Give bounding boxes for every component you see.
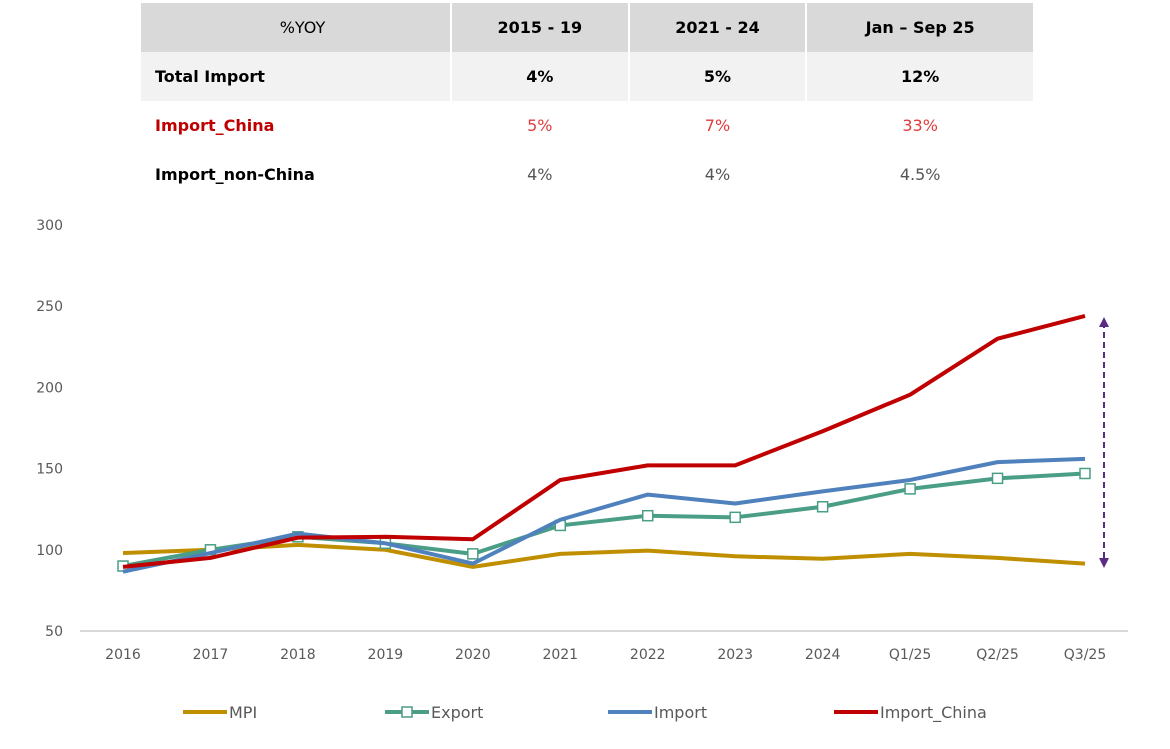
x-tick-label: Q1/25 [889,647,931,663]
x-tick-label: 2021 [542,647,578,663]
x-tick-label: 2016 [105,647,141,663]
x-tick-label: 2023 [717,647,753,663]
y-tick-label: 100 [36,543,63,559]
cell: 5% [451,101,630,150]
x-tick-label: 2017 [193,647,229,663]
series-line-import_china [122,314,1086,569]
y-tick-label: 50 [45,624,63,640]
data-point-marker [816,501,829,513]
series-line-import [122,456,1086,574]
x-tick-label: Q3/25 [1064,647,1106,663]
legend-label: Import [654,703,707,722]
y-tick-label: 300 [36,218,63,234]
cell: 12% [806,52,1035,101]
data-point-marker [1079,467,1091,480]
y-tick-label: 200 [36,380,63,396]
data-point-marker [467,548,479,560]
x-tick-label: 2020 [455,647,491,663]
legend-label: Import_China [880,703,987,723]
legend-marker [401,706,413,718]
cell: 4% [451,52,630,101]
data-point-marker [641,509,654,522]
x-tick-label: 2022 [630,647,666,663]
cell: 4.5% [806,150,1035,199]
data-point-marker [904,483,916,495]
header-cell: 2021 - 24 [628,3,808,52]
cell: 4% [451,150,630,199]
y-tick-label: 250 [36,299,63,315]
table-row: Import_China 5% 7% 33% [141,101,1035,150]
yoy-table: %YOY 2015 - 19 2021 - 24 Jan – Sep 25 To… [141,3,1035,199]
row-label: Import_China [141,101,452,150]
table-row: Total Import 4% 5% 12% [141,52,1035,101]
cell: 4% [628,150,808,199]
legend-label: MPI [229,703,257,722]
x-tick-label: 2024 [805,647,841,663]
header-cell: %YOY [141,3,452,52]
row-label: Import_non-China [141,150,452,199]
cell: 33% [806,101,1035,150]
x-tick-label: 2019 [368,647,404,663]
data-point-marker [991,472,1004,485]
header-cell: 2015 - 19 [451,3,630,52]
series-line-mpi [122,542,1086,569]
table-header-row: %YOY 2015 - 19 2021 - 24 Jan – Sep 25 [141,3,1035,52]
legend-label: Export [431,703,483,722]
row-label: Total Import [141,52,452,101]
data-point-marker [729,511,741,524]
y-tick-label: 150 [36,462,63,478]
x-tick-label: 2018 [280,647,316,663]
table-row: Import_non-China 4% 4% 4.5% [141,150,1035,199]
x-tick-label: Q2/25 [976,647,1018,663]
cell: 7% [628,101,808,150]
header-cell: Jan – Sep 25 [806,3,1035,52]
cell: 5% [628,52,808,101]
